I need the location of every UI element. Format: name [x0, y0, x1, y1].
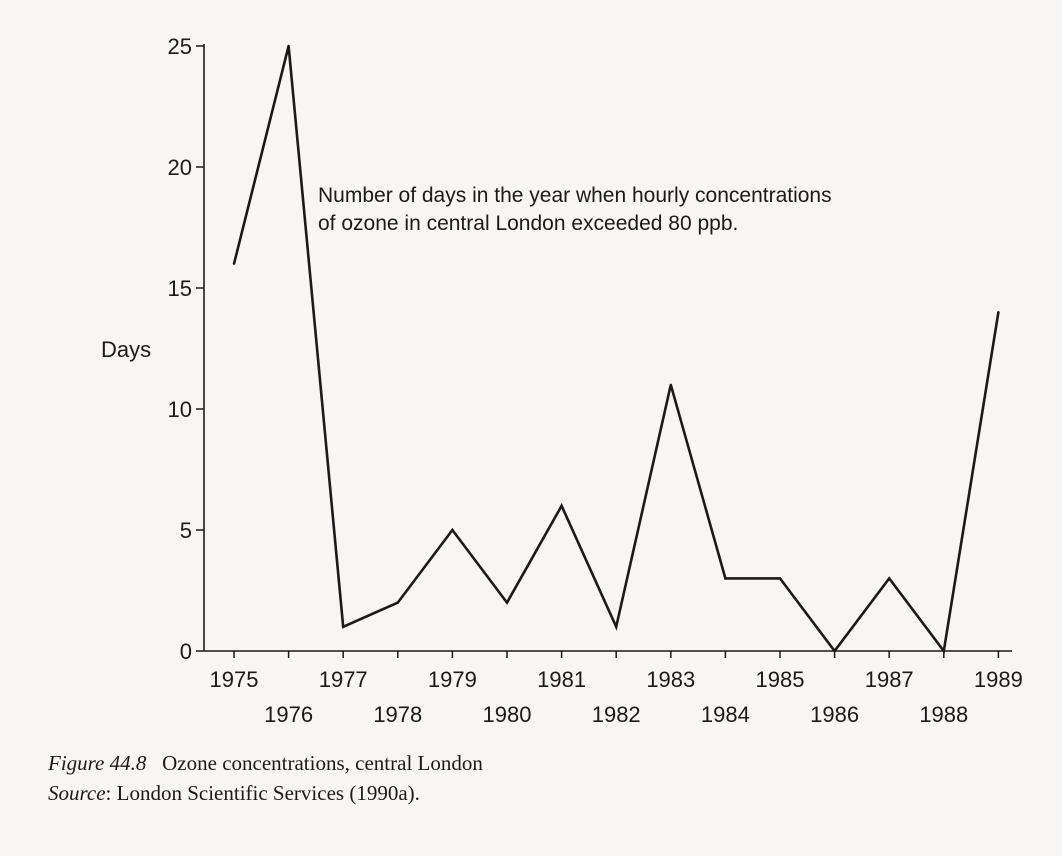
data-point — [342, 625, 345, 628]
x-tick-label: 1976 — [264, 702, 313, 727]
x-tick-label: 1981 — [537, 667, 586, 692]
series-line-0 — [232, 45, 1000, 655]
x-tick-label: 1978 — [373, 702, 422, 727]
data-point — [396, 601, 399, 604]
data-point — [833, 649, 836, 653]
x-tick-label: 1988 — [919, 702, 968, 727]
data-point — [232, 262, 236, 265]
x-tick-label: 1985 — [756, 667, 805, 692]
annotation-line-1: Number of days in the year when hourly c… — [318, 184, 832, 207]
source-text: : London Scientific Services (1990a). — [105, 781, 420, 805]
y-tick-label: 5 — [180, 518, 192, 543]
caption-source-line: Source: London Scientific Services (1990… — [48, 778, 483, 808]
y-tick-label: 15 — [168, 276, 192, 301]
data-point — [615, 625, 618, 628]
y-tick-label: 20 — [168, 155, 192, 180]
data-point — [997, 311, 1000, 314]
source-label: Source — [48, 781, 106, 805]
x-tick-label: 1984 — [701, 702, 750, 727]
caption-title-line: Figure 44.8 Ozone concentrations, centra… — [48, 748, 483, 778]
x-tick-label: 1989 — [974, 667, 1023, 692]
y-axis-label: Days — [101, 337, 151, 362]
data-point — [451, 528, 454, 532]
x-tick-label: 1986 — [810, 702, 859, 727]
ozone-line-chart: Days Number of days in the year when hou… — [101, 34, 1023, 727]
y-tick-label: 25 — [168, 34, 192, 59]
x-tick-label: 1982 — [592, 702, 641, 727]
figure-label: Figure 44.8 — [48, 751, 147, 775]
data-point — [778, 577, 782, 580]
x-tick-label: 1977 — [319, 667, 368, 692]
x-tick-label: 1979 — [428, 667, 477, 692]
data-point — [505, 601, 509, 604]
figure-title: Ozone concentrations, central London — [162, 751, 483, 775]
y-tick-label: 0 — [180, 639, 192, 664]
annotation-line-2: of ozone in central London exceeded 80 p… — [318, 212, 738, 235]
data-point — [942, 649, 945, 653]
x-tick-label: 1980 — [483, 702, 532, 727]
data-point — [560, 504, 563, 507]
x-tick-label: 1983 — [646, 667, 695, 692]
x-tick-label: 1987 — [865, 667, 914, 692]
data-point — [287, 44, 290, 48]
y-tick-label: 10 — [168, 397, 192, 422]
data-point — [888, 577, 891, 580]
data-point — [669, 383, 672, 386]
data-point — [724, 577, 727, 580]
x-tick-label: 1975 — [210, 667, 259, 692]
figure-caption: Figure 44.8 Ozone concentrations, centra… — [48, 748, 483, 808]
